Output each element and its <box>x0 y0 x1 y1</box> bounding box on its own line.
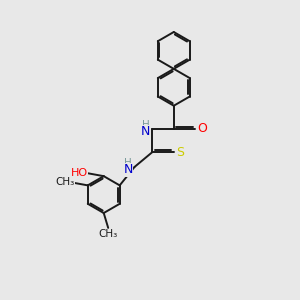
Text: H: H <box>124 158 132 168</box>
Text: O: O <box>197 122 207 135</box>
Text: N: N <box>141 125 151 138</box>
Text: CH₃: CH₃ <box>99 230 118 239</box>
Text: CH₃: CH₃ <box>55 177 74 188</box>
Text: S: S <box>176 146 184 159</box>
Text: HO: HO <box>71 168 88 178</box>
Text: H: H <box>142 120 150 130</box>
Text: N: N <box>123 164 133 176</box>
